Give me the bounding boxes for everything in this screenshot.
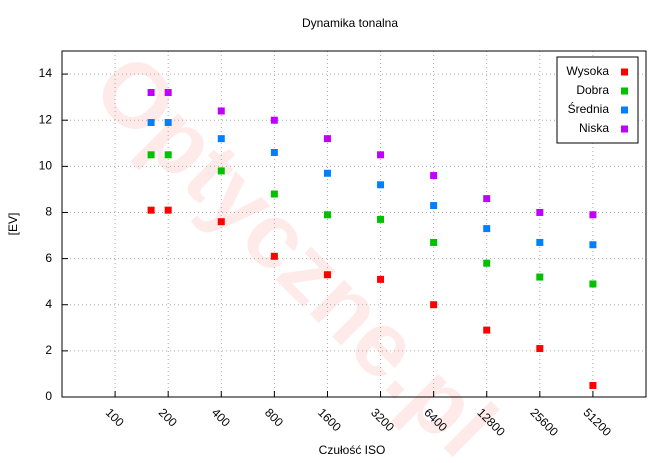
point bbox=[323, 271, 331, 279]
legend-label: Dobra bbox=[576, 83, 609, 97]
point bbox=[217, 218, 225, 226]
legend-swatch bbox=[621, 87, 628, 95]
point bbox=[589, 211, 597, 219]
x-tick-label: 1600 bbox=[315, 405, 344, 434]
point bbox=[147, 119, 155, 127]
y-tick-label: 14 bbox=[39, 66, 53, 80]
point bbox=[164, 151, 172, 159]
point bbox=[147, 151, 155, 159]
legend-label: Wysoka bbox=[566, 64, 609, 78]
point bbox=[323, 135, 331, 143]
point bbox=[377, 151, 385, 159]
point bbox=[147, 206, 155, 214]
y-tick-label: 6 bbox=[45, 251, 52, 265]
point bbox=[270, 116, 278, 124]
legend-swatch bbox=[621, 125, 628, 133]
point bbox=[536, 208, 544, 216]
point bbox=[164, 89, 172, 97]
point bbox=[430, 301, 438, 309]
point bbox=[483, 326, 491, 334]
point bbox=[323, 211, 331, 219]
point bbox=[217, 135, 225, 143]
y-tick-label: 8 bbox=[45, 205, 52, 219]
point bbox=[270, 252, 278, 260]
point bbox=[589, 280, 597, 288]
point bbox=[430, 202, 438, 210]
point bbox=[536, 238, 544, 246]
point bbox=[377, 215, 385, 223]
point bbox=[589, 381, 597, 389]
point bbox=[323, 169, 331, 177]
point bbox=[377, 181, 385, 189]
legend-swatch bbox=[621, 68, 628, 76]
plot-frame bbox=[61, 50, 647, 398]
legend-label: Niska bbox=[579, 121, 609, 135]
x-axis-label: Czułość ISO bbox=[319, 443, 386, 457]
point bbox=[164, 206, 172, 214]
x-tick-label: 25600 bbox=[527, 405, 561, 439]
point bbox=[483, 195, 491, 203]
y-tick-label: 10 bbox=[39, 159, 53, 173]
point bbox=[536, 273, 544, 281]
point bbox=[536, 345, 544, 353]
x-tick-label: 400 bbox=[209, 405, 233, 429]
x-tick-label: 800 bbox=[262, 405, 286, 429]
x-tick-label: 100 bbox=[103, 405, 127, 429]
point bbox=[217, 107, 225, 115]
point bbox=[483, 225, 491, 233]
watermark: Optyczne.pl bbox=[74, 35, 515, 463]
point bbox=[483, 259, 491, 267]
chart-title: Dynamika tonalna bbox=[302, 16, 398, 30]
point bbox=[430, 172, 438, 180]
point bbox=[430, 238, 438, 246]
point bbox=[270, 148, 278, 156]
point bbox=[164, 119, 172, 127]
legend-label: Średnia bbox=[568, 101, 610, 116]
point bbox=[270, 190, 278, 198]
y-axis-label: [EV] bbox=[6, 213, 20, 236]
legend-swatch bbox=[621, 106, 628, 114]
x-tick-label: 51200 bbox=[581, 405, 615, 439]
y-tick-label: 12 bbox=[39, 112, 53, 126]
y-tick-label: 2 bbox=[45, 343, 52, 357]
y-tick-label: 4 bbox=[45, 297, 52, 311]
x-tick-label: 200 bbox=[156, 405, 180, 429]
y-tick-label: 0 bbox=[45, 389, 52, 403]
point bbox=[377, 275, 385, 283]
point bbox=[147, 89, 155, 97]
point bbox=[217, 167, 225, 175]
point bbox=[589, 241, 597, 249]
